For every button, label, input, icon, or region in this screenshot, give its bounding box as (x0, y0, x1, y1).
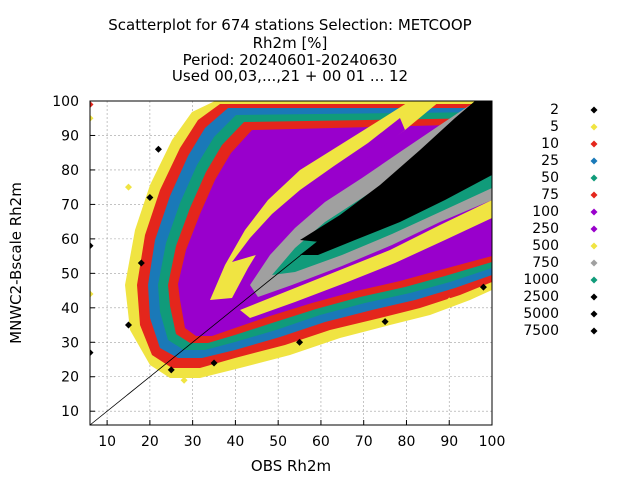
legend-marker-11 (590, 293, 598, 301)
x-tick-label-9: 100 (479, 434, 506, 450)
scatter-point-17 (445, 297, 453, 305)
legend-label-7: 250 (532, 221, 559, 237)
legend-marker-0 (590, 106, 598, 114)
legend-label-2: 10 (541, 136, 559, 152)
y-tick-label-8: 90 (61, 128, 79, 144)
scatter-point-8 (146, 194, 154, 202)
x-tick-label-8: 90 (440, 434, 458, 450)
legend-label-11: 2500 (523, 289, 559, 305)
legend-label-3: 25 (541, 153, 559, 169)
y-tick-label-0: 10 (61, 404, 79, 420)
x-tick-label-2: 30 (184, 434, 202, 450)
density-band-500 (210, 101, 440, 300)
scatter-point-14 (296, 338, 304, 346)
x-tick-label-7: 80 (398, 434, 416, 450)
x-tick-label-0: 10 (98, 434, 116, 450)
chart-title-line-4: Used 00,03,...,21 + 00 01 ... 12 (172, 67, 408, 85)
legend-label-0: 2 (550, 102, 559, 118)
legend-label-5: 75 (541, 187, 559, 203)
y-tick-label-4: 50 (61, 266, 79, 282)
legend-label-12: 5000 (523, 306, 559, 322)
scatter-point-3 (90, 290, 94, 298)
chart-title-line-3: Period: 20240601-20240630 (183, 51, 398, 69)
legend-label-4: 50 (541, 170, 559, 186)
scatter-point-0 (90, 101, 94, 108)
density-band-7500 (300, 101, 492, 242)
legend-label-1: 5 (550, 119, 559, 135)
scatter-point-2 (90, 242, 94, 250)
plot-frame (89, 100, 493, 426)
x-tick-label-3: 40 (226, 434, 244, 450)
x-axis-label: OBS Rh2m (251, 457, 331, 475)
legend-marker-2 (590, 140, 598, 148)
y-tick-label-5: 60 (61, 232, 79, 248)
scatter-point-11 (180, 376, 188, 384)
scatter-point-1 (90, 114, 94, 122)
x-tick-label-4: 50 (269, 434, 287, 450)
y-tick-label-9: 100 (52, 94, 79, 110)
scatter-points (90, 101, 492, 384)
density-band-2500 (300, 101, 492, 255)
x-tick-label-6: 70 (355, 434, 373, 450)
legend-marker-10 (590, 276, 598, 284)
y-tick-label-7: 80 (61, 163, 79, 179)
density-band-250 (232, 118, 405, 262)
scatter-point-7 (137, 259, 145, 267)
x-tick-label-5: 60 (312, 434, 330, 450)
legend-marker-5 (590, 191, 598, 199)
scatter-point-9 (154, 145, 162, 153)
y-tick-label-3: 40 (61, 301, 79, 317)
scatter-point-18 (479, 283, 487, 291)
y-tick-label-1: 20 (61, 370, 79, 386)
scatter-point-13 (253, 352, 261, 360)
legend-marker-12 (590, 310, 598, 318)
one-to-one-line (89, 100, 493, 426)
scatter-point-16 (381, 318, 389, 326)
legend-marker-8 (590, 242, 598, 250)
legend-marker-7 (590, 225, 598, 233)
legend-marker-4 (590, 174, 598, 182)
y-axis-ticks: 10 20 30 40 50 60 70 80 90 100 (52, 94, 95, 420)
density-bands (125, 101, 492, 378)
y-tick-label-6: 70 (61, 197, 79, 213)
legend-label-6: 100 (532, 204, 559, 220)
legend-marker-9 (590, 259, 598, 267)
legend-marker-6 (590, 208, 598, 216)
legend-label-8: 500 (532, 238, 559, 254)
legend-label-13: 7500 (523, 323, 559, 339)
x-tick-label-1: 20 (141, 434, 159, 450)
y-tick-label-2: 30 (61, 335, 79, 351)
scatter-point-15 (338, 328, 346, 336)
y-axis-label: MNWC2-Bscale Rh2m (7, 182, 25, 344)
scatter-point-12 (210, 359, 218, 367)
scatter-point-4 (90, 349, 94, 357)
legend-marker-13 (590, 327, 598, 335)
scatter-point-6 (124, 183, 132, 191)
chart-title-line-1: Scatterplot for 674 stations Selection: … (108, 16, 471, 34)
x-axis-ticks: 10 20 30 40 50 60 70 80 90 100 (98, 420, 505, 450)
legend-label-10: 1000 (523, 272, 559, 288)
legend-marker-3 (590, 157, 598, 165)
legend-marker-1 (590, 123, 598, 131)
legend-label-9: 750 (532, 255, 559, 271)
scatter-point-5 (124, 321, 132, 329)
chart-title-line-2: Rh2m [%] (253, 34, 328, 52)
scatter-point-10 (167, 366, 175, 374)
density-band-500-lower (240, 200, 492, 318)
